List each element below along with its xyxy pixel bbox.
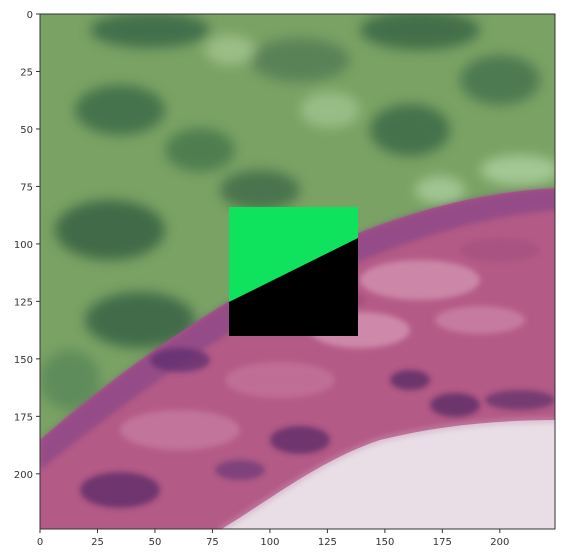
x-tick-label: 0	[37, 537, 43, 548]
y-tick-label: 200	[14, 470, 33, 481]
patch-green-mask	[229, 207, 358, 302]
y-tick-label: 75	[20, 182, 33, 193]
x-tick-label: 150	[375, 537, 394, 548]
y-tick-label: 100	[14, 240, 33, 251]
x-tick-label: 25	[91, 537, 104, 548]
segmentation-patch	[229, 207, 358, 336]
lumen-region	[221, 420, 555, 529]
x-tick-label: 100	[260, 537, 279, 548]
y-tick-label: 175	[14, 412, 33, 423]
x-tick-label: 175	[433, 537, 452, 548]
y-tick-label: 0	[27, 10, 33, 21]
x-tick-label: 75	[206, 537, 219, 548]
y-tick-label: 50	[20, 125, 33, 136]
y-tick-label: 125	[14, 297, 33, 308]
green-texture	[40, 14, 555, 410]
x-tick-label: 125	[318, 537, 337, 548]
axes-frame	[39, 13, 556, 530]
x-axis: 0 25 50 75 100 125 150 175 200	[37, 529, 509, 548]
y-tick-label: 25	[20, 67, 33, 78]
x-tick-label: 50	[149, 537, 162, 548]
microscopy-image	[40, 14, 555, 529]
y-axis: 0 25 50 75 100 125 150 175 200	[14, 10, 40, 481]
y-tick-label: 150	[14, 355, 33, 366]
x-tick-label: 200	[490, 537, 509, 548]
